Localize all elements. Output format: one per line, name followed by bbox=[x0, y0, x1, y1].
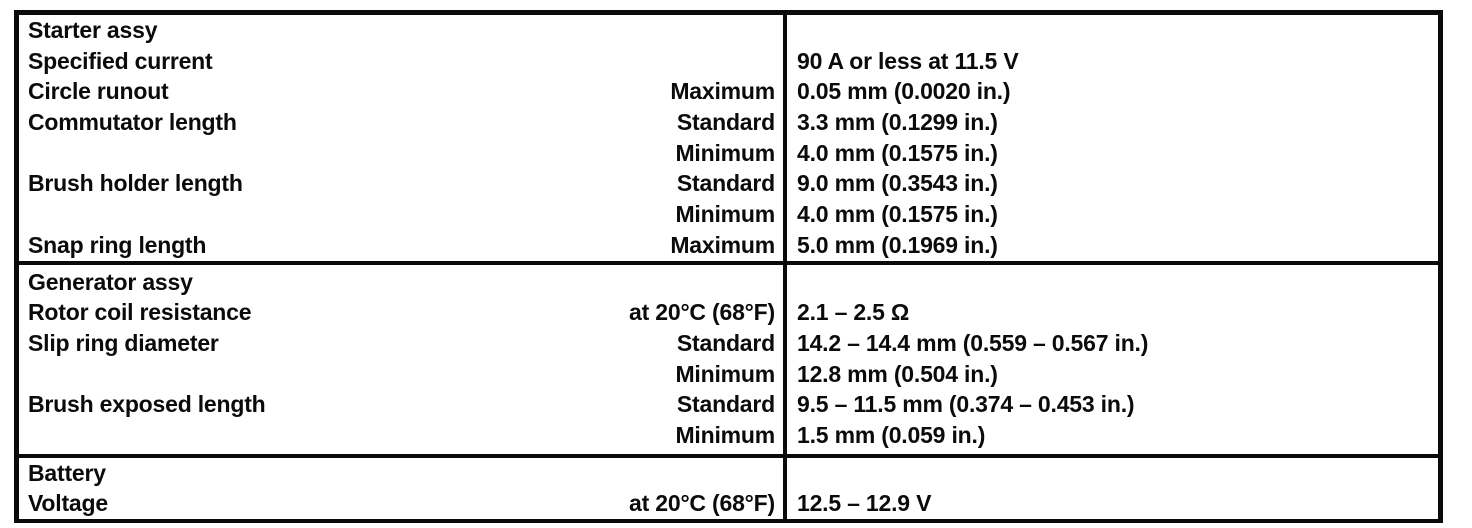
spec-item-label: Brush exposed length bbox=[28, 391, 266, 418]
spec-row: Generator assy bbox=[19, 267, 783, 298]
spec-condition-label: Standard bbox=[676, 170, 775, 197]
values-column: 12.5 – 12.9 V bbox=[787, 458, 1438, 519]
spec-condition-label bbox=[775, 15, 783, 46]
section-generator-assy: Generator assy Rotor coil resistance at 20… bbox=[19, 260, 1438, 454]
spec-condition-label: Minimum bbox=[675, 360, 775, 387]
spec-item-label bbox=[19, 199, 28, 230]
spec-row: Starter assy bbox=[19, 15, 783, 46]
spec-value: 2.1 – 2.5 Ω bbox=[797, 299, 910, 326]
spec-item-label: Generator assy bbox=[28, 268, 193, 295]
values-column: 90 A or less at 11.5 V 0.05 mm (0.0020 in… bbox=[787, 15, 1438, 261]
spec-item-label: Specified current bbox=[28, 47, 213, 74]
spec-value: 9.5 – 11.5 mm (0.374 – 0.453 in.) bbox=[797, 391, 1135, 418]
spec-value bbox=[787, 267, 1438, 298]
spec-value: 4.0 mm (0.1575 in.) bbox=[797, 139, 998, 166]
spec-row: Voltage at 20°C (68°F) bbox=[19, 488, 783, 519]
items-column: Starter assy Specified current Circle runo… bbox=[19, 15, 787, 261]
spec-value: 9.0 mm (0.3543 in.) bbox=[797, 170, 998, 197]
spec-row: Minimum bbox=[19, 359, 783, 390]
spec-row: Specified current bbox=[19, 46, 783, 77]
spec-value: 5.0 mm (0.1969 in.) bbox=[797, 231, 998, 258]
spec-row: Snap ring length Maximum bbox=[19, 230, 783, 261]
spec-item-label: Slip ring diameter bbox=[28, 329, 219, 356]
spec-value: 1.5 mm (0.059 in.) bbox=[797, 421, 986, 448]
spec-condition-label: Minimum bbox=[675, 139, 775, 166]
spec-item-label: Circle runout bbox=[28, 78, 169, 105]
spec-item-label: Starter assy bbox=[28, 17, 158, 43]
spec-value: 12.5 – 12.9 V bbox=[797, 490, 932, 517]
section-battery: Battery Voltage at 20°C (68°F) 12.5 – 12.9 … bbox=[19, 453, 1438, 519]
spec-value: 14.2 – 14.4 mm (0.559 – 0.567 in.) bbox=[797, 329, 1149, 356]
spec-value: 4.0 mm (0.1575 in.) bbox=[797, 201, 998, 228]
spec-condition-label: Minimum bbox=[675, 201, 775, 228]
spec-condition-label: Minimum bbox=[675, 421, 775, 448]
spec-table: Starter assy Specified current Circle runo… bbox=[14, 10, 1443, 523]
items-column: Generator assy Rotor coil resistance at 20… bbox=[19, 264, 787, 454]
spec-value: 12.8 mm (0.504 in.) bbox=[797, 360, 998, 387]
spec-value: 90 A or less at 11.5 V bbox=[797, 47, 1019, 74]
section-starter-assy: Starter assy Specified current Circle runo… bbox=[19, 15, 1438, 261]
spec-row: Rotor coil resistance at 20°C (68°F) bbox=[19, 297, 783, 328]
spec-value bbox=[787, 458, 1438, 489]
spec-row: Circle runout Maximum bbox=[19, 76, 783, 107]
spec-value: 0.05 mm (0.0020 in.) bbox=[797, 78, 1011, 105]
spec-row: Minimum bbox=[19, 199, 783, 230]
spec-row: Battery bbox=[19, 458, 783, 489]
spec-condition-label: Standard bbox=[676, 391, 775, 418]
spec-row: Brush exposed length Standard bbox=[19, 389, 783, 420]
items-column: Battery Voltage at 20°C (68°F) bbox=[19, 457, 787, 519]
spec-row: Commutator length Standard bbox=[19, 107, 783, 138]
spec-item-label bbox=[19, 138, 28, 169]
spec-row: Minimum bbox=[19, 420, 783, 451]
spec-condition-label bbox=[775, 46, 783, 77]
spec-condition-label: at 20°C (68°F) bbox=[629, 490, 775, 517]
spec-condition-label bbox=[775, 458, 783, 489]
spec-item-label: Rotor coil resistance bbox=[28, 299, 252, 326]
spec-value: 3.3 mm (0.1299 in.) bbox=[797, 109, 998, 136]
spec-condition-label bbox=[775, 267, 783, 298]
spec-value bbox=[787, 15, 1438, 46]
spec-item-label: Battery bbox=[28, 459, 106, 486]
spec-item-label: Voltage bbox=[28, 490, 108, 517]
spec-item-label bbox=[19, 420, 28, 451]
spec-item-label: Snap ring length bbox=[28, 231, 207, 258]
spec-row: Minimum bbox=[19, 138, 783, 169]
spec-condition-label: at 20°C (68°F) bbox=[629, 299, 775, 326]
spec-item-label: Brush holder length bbox=[28, 170, 243, 197]
values-column: 2.1 – 2.5 Ω 14.2 – 14.4 mm (0.559 – 0.567… bbox=[787, 265, 1438, 454]
spec-item-label bbox=[19, 359, 28, 390]
spec-condition-label: Maximum bbox=[670, 78, 775, 105]
spec-item-label: Commutator length bbox=[28, 109, 237, 136]
spec-row: Slip ring diameter Standard bbox=[19, 328, 783, 359]
spec-condition-label: Standard bbox=[676, 329, 775, 356]
spec-row: Brush holder length Standard bbox=[19, 168, 783, 199]
spec-condition-label: Maximum bbox=[670, 231, 775, 258]
spec-condition-label: Standard bbox=[676, 109, 775, 136]
